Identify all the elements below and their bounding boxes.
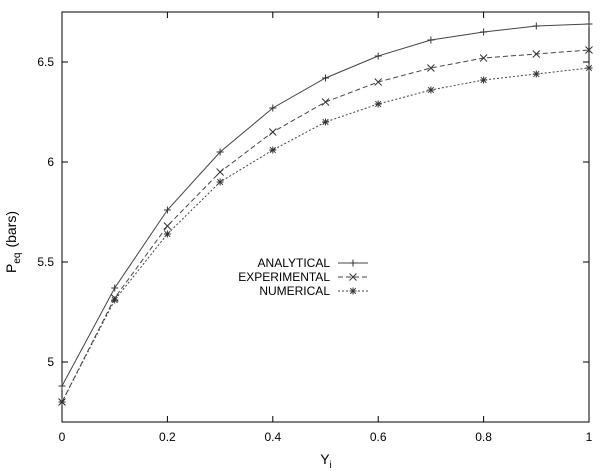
data-point-experimental xyxy=(163,222,172,230)
data-point-numerical xyxy=(216,178,224,186)
y-tick-label: 5.5 xyxy=(37,255,54,269)
legend-marker-analytical xyxy=(349,259,357,267)
data-point-numerical xyxy=(532,70,540,78)
plot-frame xyxy=(61,11,590,423)
data-point-analytical xyxy=(269,104,277,112)
x-tick-label: 0.8 xyxy=(475,430,492,444)
series-line-numerical xyxy=(61,67,590,403)
data-point-analytical xyxy=(480,28,488,36)
data-point-analytical xyxy=(427,36,435,44)
data-point-experimental xyxy=(321,98,330,106)
legend-marker-numerical xyxy=(349,287,357,295)
legend-marker-experimental xyxy=(349,273,357,281)
data-point-experimental xyxy=(216,168,224,176)
data-point-numerical xyxy=(374,100,382,108)
data-point-analytical xyxy=(322,74,329,82)
data-point-analytical xyxy=(58,382,66,390)
y-tick-label: 5 xyxy=(47,355,54,369)
data-point-experimental xyxy=(532,50,541,58)
series-experimental xyxy=(58,46,593,406)
x-tick-label: 0 xyxy=(59,430,66,444)
series-numerical xyxy=(58,64,593,406)
data-point-analytical xyxy=(216,148,224,156)
legend-label-experimental: EXPERIMENTAL xyxy=(238,270,330,284)
data-point-experimental xyxy=(479,54,488,62)
x-tick-label: 0.4 xyxy=(264,430,281,444)
x-axis-label: Yi xyxy=(320,451,332,471)
y-tick-label: 6 xyxy=(47,155,54,169)
series-analytical xyxy=(58,20,593,390)
data-point-analytical xyxy=(532,22,540,30)
series-layer xyxy=(58,20,593,406)
x-axis-ticks: 0 0.2 0.4 0.6 0.8 1 xyxy=(59,12,593,444)
legend-label-numerical: NUMERICAL xyxy=(259,284,330,298)
y-axis-ticks: 5 5.5 6 6.5 xyxy=(37,55,589,369)
data-point-experimental xyxy=(585,46,593,54)
data-point-numerical xyxy=(269,146,277,154)
legend-label-analytical: ANALYTICAL xyxy=(258,256,331,270)
data-point-analytical xyxy=(585,20,593,28)
data-point-numerical xyxy=(585,64,593,72)
y-axis-label: Peq(bars) xyxy=(3,211,23,273)
data-point-experimental xyxy=(268,128,277,136)
data-point-experimental xyxy=(374,78,383,86)
data-point-numerical xyxy=(111,296,119,304)
data-point-analytical xyxy=(374,52,382,60)
data-point-experimental xyxy=(427,64,435,72)
data-point-numerical xyxy=(480,76,488,84)
data-point-analytical xyxy=(163,206,171,214)
data-point-numerical xyxy=(58,398,66,406)
y-tick-label: 6.5 xyxy=(37,55,54,69)
x-tick-label: 0.6 xyxy=(370,430,387,444)
data-point-numerical xyxy=(163,230,171,238)
x-tick-label: 1 xyxy=(586,430,593,444)
data-point-analytical xyxy=(111,284,119,292)
axes-frame xyxy=(61,11,590,423)
x-tick-label: 0.2 xyxy=(159,430,176,444)
data-point-numerical xyxy=(322,118,329,126)
data-point-numerical xyxy=(427,86,435,94)
series-line-experimental xyxy=(61,49,590,403)
